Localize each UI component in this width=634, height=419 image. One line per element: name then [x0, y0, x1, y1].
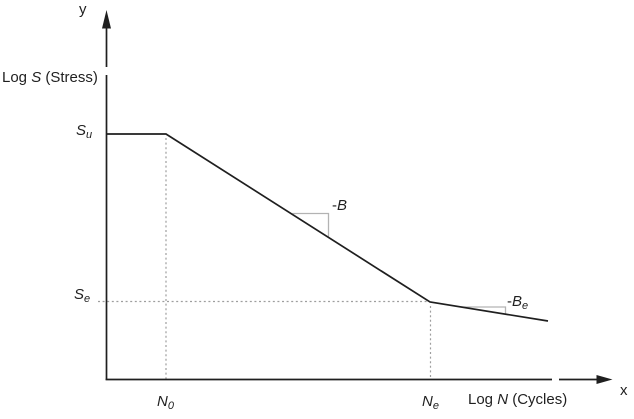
x-tick-n0: N0 — [157, 393, 174, 413]
y-tick-se: Se — [74, 286, 90, 306]
y-axis-arrowhead-icon — [102, 10, 111, 29]
slope-b-var: B — [337, 197, 348, 214]
x-title-post: (Cycles) — [508, 391, 568, 408]
se-sub: e — [84, 293, 91, 305]
x-axis-arrowhead-icon — [596, 375, 613, 384]
slope-be-sub: e — [522, 300, 529, 312]
y-title-var: S — [31, 69, 42, 86]
slope-be-var: B — [512, 293, 523, 310]
x-axis-var-label: x — [620, 382, 628, 399]
y-tick-su: Su — [76, 122, 92, 142]
su-base: S — [76, 122, 87, 139]
y-title-pre: Log — [2, 69, 32, 86]
x-title-pre: Log — [468, 391, 498, 408]
sn-curve-line — [106, 133, 549, 322]
slope-be-label: -Be — [507, 293, 528, 313]
x-axis-title: Log N (Cycles) — [468, 391, 567, 408]
slope-be-indicator — [461, 306, 507, 314]
slope-b-label: -B — [332, 197, 347, 217]
x-tick-ne: Ne — [422, 393, 439, 413]
slope-be-sign: - — [507, 293, 512, 310]
se-base: S — [74, 286, 85, 303]
ne-base: N — [422, 393, 433, 410]
y-axis-var-label: y — [79, 1, 87, 18]
n0-base: N — [157, 393, 168, 410]
slope-b-sign: - — [332, 197, 337, 214]
su-sub: u — [86, 129, 93, 141]
y-title-post: (Stress) — [41, 69, 98, 86]
ne-sub: e — [432, 400, 439, 412]
n0-sub: 0 — [167, 400, 174, 412]
y-axis-title: Log S (Stress) — [2, 69, 98, 86]
slope-b-indicator — [292, 212, 330, 237]
x-title-var: N — [497, 391, 509, 408]
